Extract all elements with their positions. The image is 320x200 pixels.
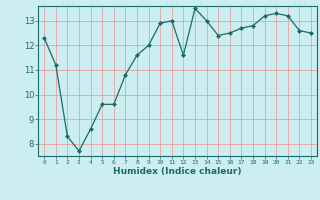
X-axis label: Humidex (Indice chaleur): Humidex (Indice chaleur) bbox=[113, 167, 242, 176]
